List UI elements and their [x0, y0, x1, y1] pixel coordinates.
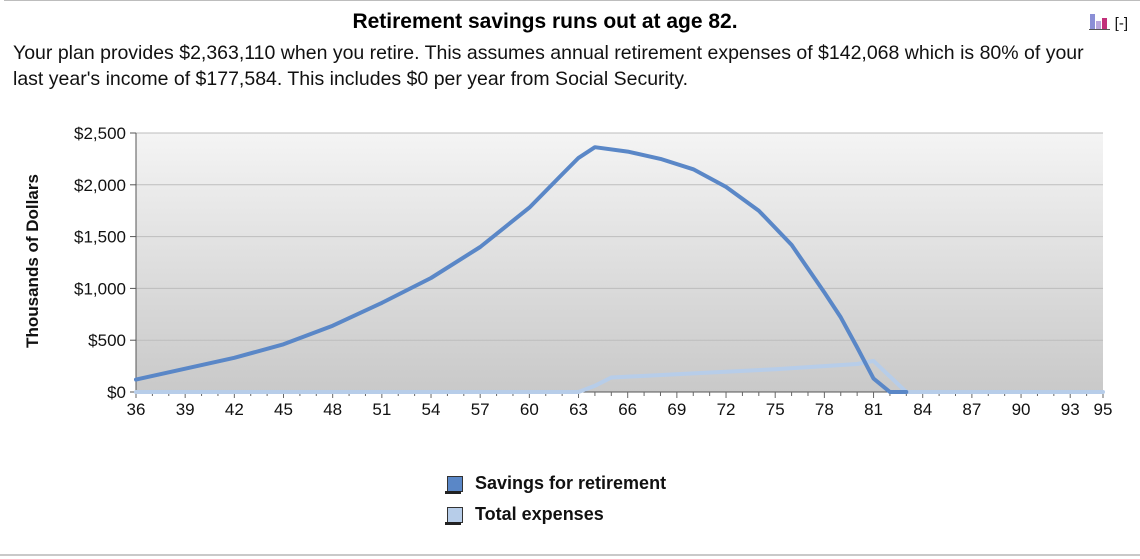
legend-label-savings: Savings for retirement — [475, 473, 667, 493]
series-lines — [134, 145, 1105, 394]
x-tick-label: 69 — [667, 400, 686, 419]
x-tick-label: 42 — [225, 400, 244, 419]
bottom-divider — [0, 554, 1140, 556]
savings-line — [134, 145, 909, 394]
legend-swatch-savings — [445, 475, 463, 494]
x-tick-label: 60 — [520, 400, 539, 419]
x-tick-label: 95 — [1094, 400, 1113, 419]
x-tick-label: 93 — [1061, 400, 1080, 419]
chart-legend: Savings for retirement Total expenses — [445, 468, 667, 530]
top-divider — [4, 0, 1140, 1]
legend-item-expenses[interactable]: Total expenses — [445, 499, 666, 530]
y-axis-label: Thousands of Dollars — [23, 174, 42, 348]
x-tick-label: 51 — [372, 400, 391, 419]
plot-area — [136, 133, 1103, 392]
y-tick-label: $500 — [88, 331, 126, 350]
x-tick-label: 90 — [1012, 400, 1031, 419]
x-tick-label: 45 — [274, 400, 293, 419]
plan-summary: Your plan provides $2,363,110 when you r… — [13, 42, 1084, 90]
grid-lines — [136, 132, 1103, 341]
legend-label-expenses: Total expenses — [475, 504, 604, 524]
y-tick-label: $1,500 — [74, 228, 126, 247]
x-tick-label: 39 — [176, 400, 195, 419]
bar-chart-icon — [1088, 12, 1111, 35]
chart-toggle-button[interactable]: [-] — [1088, 12, 1128, 35]
x-tick-label: 72 — [717, 400, 736, 419]
collapse-label: [-] — [1114, 15, 1128, 32]
x-tick-label: 78 — [815, 400, 834, 419]
x-tick-label: 66 — [618, 400, 637, 419]
x-tick-label: 63 — [569, 400, 588, 419]
x-tick-label: 87 — [962, 400, 981, 419]
x-tick-label: 54 — [422, 400, 441, 419]
x-tick-label: 48 — [323, 400, 342, 419]
x-tick-label: 75 — [766, 400, 785, 419]
axes: $0 $500 $1,000 $1,500 $2,000 $2,500 36 39 42 45 48… — [74, 124, 1112, 419]
y-tick-label: $2,000 — [74, 176, 126, 195]
x-tick-label: 84 — [913, 400, 932, 419]
legend-item-savings[interactable]: Savings for retirement — [445, 468, 667, 499]
y-tick-label: $1,000 — [74, 279, 126, 298]
expenses-line — [134, 358, 1105, 394]
legend-swatch-expenses — [445, 506, 463, 525]
x-tick-label: 81 — [864, 400, 883, 419]
chart-title: Retirement savings runs out at age 82. — [352, 10, 738, 33]
x-tick-label: 36 — [127, 400, 146, 419]
x-tick-label: 57 — [471, 400, 490, 419]
y-tick-label: $2,500 — [74, 124, 126, 143]
y-tick-label: $0 — [107, 383, 126, 402]
